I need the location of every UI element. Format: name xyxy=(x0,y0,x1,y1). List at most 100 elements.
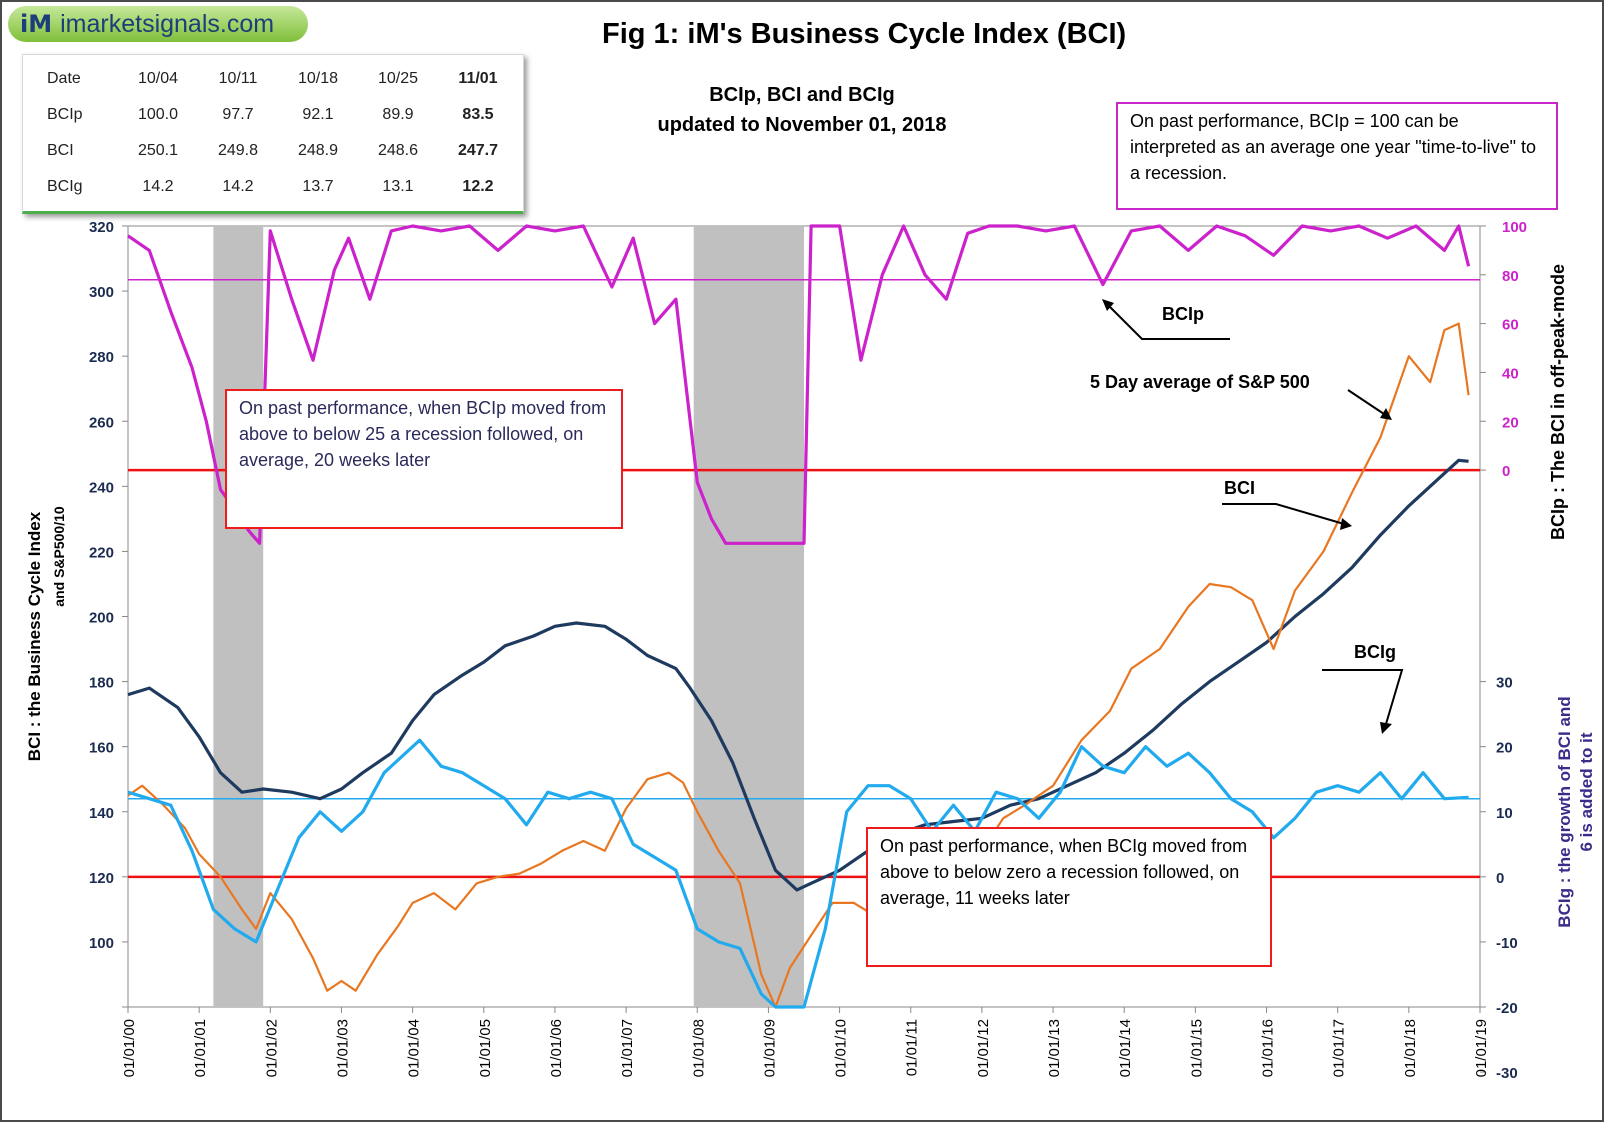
y-right-bottom-tick-label: -30 xyxy=(1496,1065,1518,1082)
summary-cell: 248.6 xyxy=(377,142,419,159)
recession-band xyxy=(693,226,804,1007)
summary-cell: BCIg xyxy=(47,178,83,195)
summary-cell: Date xyxy=(47,70,81,87)
summary-cell: 14.2 xyxy=(222,178,254,195)
summary-table: Date 10/04 10/11 10/18 10/25 11/01 BCIp … xyxy=(22,54,524,214)
x-tick-label: 01/01/01 xyxy=(192,1019,209,1077)
y-left-tick-label: 140 xyxy=(89,805,114,822)
series-bcip-line xyxy=(127,224,1471,545)
annotation-bci: BCI xyxy=(1224,478,1255,498)
y-right-bottom-tick-label: 20 xyxy=(1496,740,1513,757)
x-tick-label: 01/01/03 xyxy=(334,1019,351,1077)
y-left-tick-label: 220 xyxy=(89,544,114,561)
summary-cell-latest: 83.5 xyxy=(462,106,494,123)
y-right-bottom-tick-label: -20 xyxy=(1496,1000,1518,1017)
y-right-top-axis-title: BCIp : The BCI in off-peak-mode xyxy=(1548,264,1568,540)
x-tick-label: 01/01/18 xyxy=(1402,1019,1419,1077)
series-bcig-line xyxy=(127,738,1469,1009)
annotation-bcip-arrow xyxy=(1109,306,1230,340)
x-tick-label: 01/01/00 xyxy=(121,1019,138,1077)
y-left-axis-title-2: and S&P500/10 xyxy=(51,506,67,607)
y-left-tick-label: 260 xyxy=(89,414,114,431)
summary-cell-latest: 12.2 xyxy=(462,178,494,195)
subtitle-line-1: BCIp, BCI and BCIg xyxy=(709,84,895,106)
chart-subtitle: BCIp, BCI and BCIg updated to November 0… xyxy=(642,80,962,140)
y-right-bottom-axis-title-2: 6 is added to it xyxy=(1577,732,1596,851)
summary-row-bcig: BCIg 14.2 14.2 13.7 13.1 12.2 xyxy=(35,169,518,205)
annotation-bcig: BCIg xyxy=(1354,642,1396,662)
annotation-sp500-arrow xyxy=(1347,389,1385,415)
summary-cell: 13.7 xyxy=(302,178,334,195)
summary-cell: 13.1 xyxy=(382,178,414,195)
y-left-tick-label: 180 xyxy=(89,675,114,692)
summary-cell: 14.2 xyxy=(142,178,174,195)
summary-cell-latest: 11/01 xyxy=(458,70,498,87)
annotation-sp500: 5 Day average of S&P 500 xyxy=(1090,372,1310,392)
x-tick-label: 01/01/07 xyxy=(619,1019,636,1077)
y-left-axis-title: BCI : the Business Cycle Index xyxy=(25,511,44,761)
annotation-bci-arrow xyxy=(1222,503,1345,525)
x-tick-label: 01/01/15 xyxy=(1188,1019,1205,1077)
y-right-top-tick-label: 40 xyxy=(1502,365,1519,382)
note-bcig-zero: On past performance, when BCIg moved fro… xyxy=(866,827,1272,967)
summary-cell: 100.0 xyxy=(137,106,179,123)
y-right-top-tick-label: 100 xyxy=(1502,219,1527,236)
annotation-bcig-arrowhead xyxy=(1380,722,1392,734)
summary-cell: 89.9 xyxy=(382,106,414,123)
y-right-bottom-tick-label: 10 xyxy=(1496,805,1513,822)
site-logo[interactable]: iM imarketsignals.com xyxy=(8,6,308,42)
summary-cell: 10/11 xyxy=(218,70,258,87)
x-tick-label: 01/01/16 xyxy=(1260,1019,1277,1077)
y-right-bottom-axis-title: BCIg : the growth of BCI and xyxy=(1555,696,1574,927)
x-tick-label: 01/01/04 xyxy=(406,1019,423,1077)
y-right-bottom-tick-label: 30 xyxy=(1496,675,1513,692)
note-bcip-25: On past performance, when BCIp moved fro… xyxy=(225,389,623,529)
x-tick-label: 01/01/09 xyxy=(761,1019,778,1077)
x-tick-label: 01/01/14 xyxy=(1117,1019,1134,1077)
y-right-top-tick-label: 60 xyxy=(1502,317,1519,334)
subtitle-line-2: updated to November 01, 2018 xyxy=(657,114,947,136)
x-tick-label: 01/01/10 xyxy=(833,1019,850,1077)
y-left-tick-label: 280 xyxy=(89,349,114,366)
series-sp500-line xyxy=(127,322,1470,1009)
y-right-top-tick-label: 0 xyxy=(1502,463,1510,480)
logo-text: imarketsignals.com xyxy=(60,9,275,38)
summary-cell: 10/18 xyxy=(297,70,339,87)
annotation-bci-arrowhead xyxy=(1340,518,1352,530)
summary-cell: 10/25 xyxy=(377,70,419,87)
summary-cell: 249.8 xyxy=(217,142,259,159)
x-tick-label: 01/01/06 xyxy=(548,1019,565,1077)
y-left-tick-label: 100 xyxy=(89,935,114,952)
annotation-bcip: BCIp xyxy=(1162,304,1204,324)
summary-cell: 97.7 xyxy=(222,106,254,123)
x-tick-label: 01/01/05 xyxy=(477,1019,494,1077)
x-tick-label: 01/01/13 xyxy=(1046,1019,1063,1077)
summary-cell: 10/04 xyxy=(137,70,179,87)
series-bci-line xyxy=(127,458,1469,892)
y-left-tick-label: 120 xyxy=(89,870,114,887)
annotation-bcig-arrow xyxy=(1322,669,1404,725)
y-right-bottom-tick-label: -10 xyxy=(1496,935,1518,952)
x-tick-label: 01/01/17 xyxy=(1331,1019,1348,1077)
x-tick-label: 01/01/08 xyxy=(690,1019,707,1077)
x-tick-label: 01/01/11 xyxy=(904,1019,921,1076)
summary-cell: 248.9 xyxy=(297,142,339,159)
summary-cell: 92.1 xyxy=(302,106,334,123)
x-tick-label: 01/01/02 xyxy=(263,1019,280,1077)
y-left-tick-label: 200 xyxy=(89,610,114,627)
recession-band xyxy=(213,226,264,1007)
x-tick-label: 01/01/12 xyxy=(975,1019,992,1077)
y-right-bottom-tick-label: 0 xyxy=(1496,870,1504,887)
logo-mark: iM xyxy=(20,10,53,38)
y-right-top-tick-label: 80 xyxy=(1502,268,1519,285)
y-left-tick-label: 160 xyxy=(89,740,114,757)
y-left-tick-label: 320 xyxy=(89,219,114,236)
summary-header-row: Date 10/04 10/11 10/18 10/25 11/01 xyxy=(35,61,518,97)
note-bcip-100: On past performance, BCIp = 100 can be i… xyxy=(1116,102,1558,210)
summary-cell: 250.1 xyxy=(137,142,179,159)
x-tick-label: 01/01/19 xyxy=(1473,1019,1490,1077)
summary-cell-latest: 247.7 xyxy=(457,142,499,159)
annotation-sp500-arrowhead xyxy=(1380,408,1392,420)
